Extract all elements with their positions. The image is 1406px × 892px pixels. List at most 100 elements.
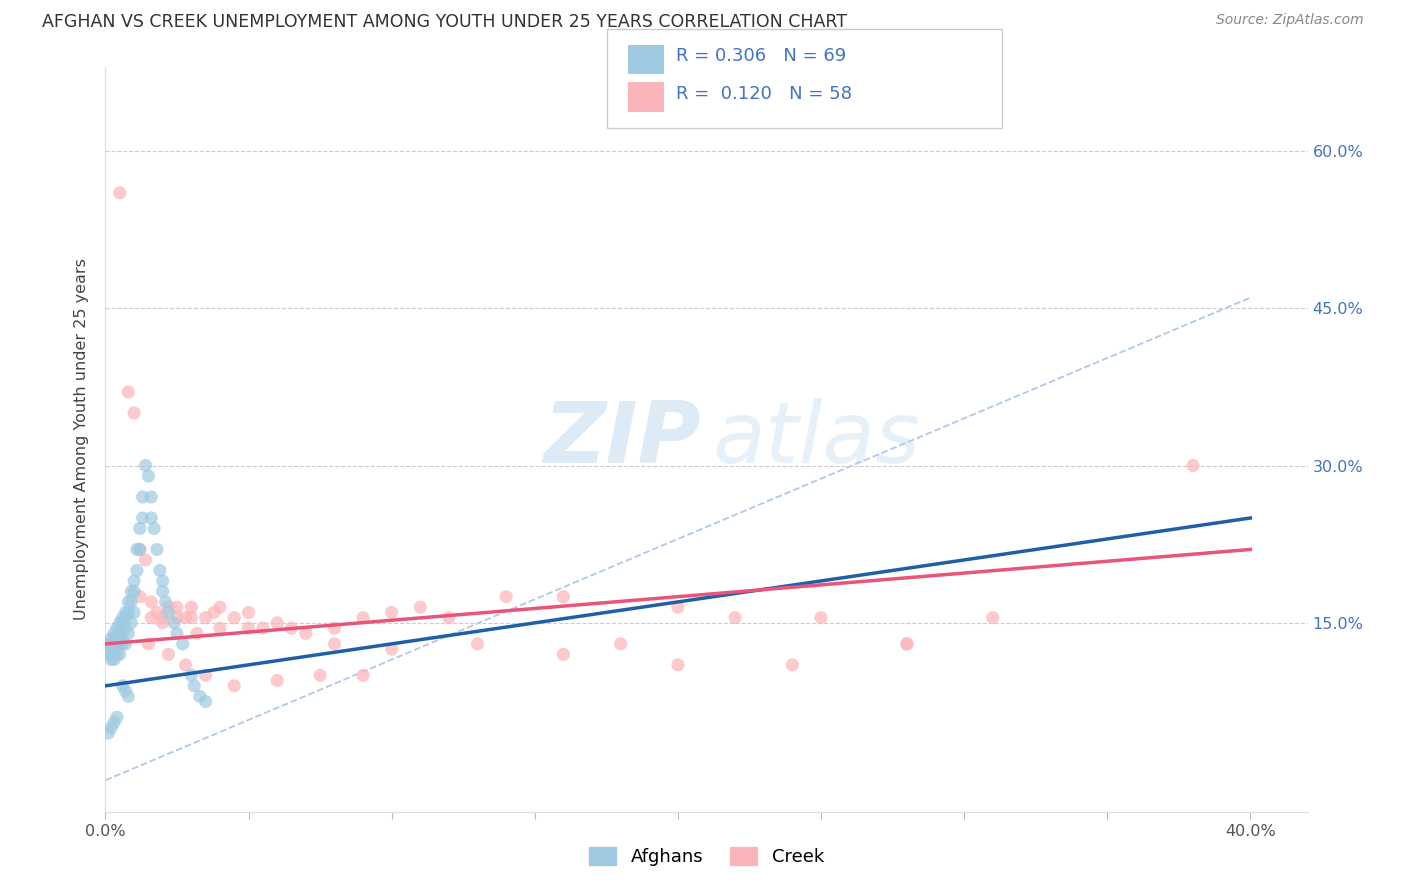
- Point: [135, 458, 157, 473]
- Point: [122, 606, 145, 620]
- Point: [495, 590, 517, 604]
- Point: [117, 626, 139, 640]
- Point: [352, 668, 374, 682]
- Point: [103, 626, 125, 640]
- Legend: Afghans, Creek: Afghans, Creek: [582, 839, 831, 873]
- Point: [194, 610, 217, 624]
- Point: [103, 632, 125, 646]
- Point: [114, 637, 136, 651]
- Point: [125, 564, 148, 578]
- Point: [103, 637, 125, 651]
- Point: [125, 542, 148, 557]
- Point: [143, 521, 166, 535]
- Point: [609, 637, 631, 651]
- Point: [122, 574, 145, 588]
- Point: [437, 610, 460, 624]
- Point: [157, 606, 180, 620]
- Point: [194, 695, 217, 709]
- Point: [120, 615, 142, 630]
- Point: [553, 648, 575, 662]
- Point: [323, 637, 346, 651]
- Point: [108, 648, 131, 662]
- Point: [114, 621, 136, 635]
- Point: [295, 626, 318, 640]
- Point: [224, 610, 246, 624]
- Point: [120, 595, 142, 609]
- Point: [111, 637, 134, 651]
- Point: [100, 632, 122, 646]
- Point: [135, 553, 157, 567]
- Point: [103, 652, 125, 666]
- Point: [105, 637, 128, 651]
- Point: [467, 637, 489, 651]
- Point: [157, 600, 180, 615]
- Text: R =  0.120   N = 58: R = 0.120 N = 58: [676, 85, 852, 103]
- Point: [238, 621, 260, 635]
- Point: [128, 542, 150, 557]
- Point: [323, 621, 346, 635]
- Point: [1182, 458, 1205, 473]
- Point: [128, 521, 150, 535]
- Point: [174, 657, 197, 672]
- Point: [252, 621, 274, 635]
- Point: [782, 657, 804, 672]
- Point: [172, 637, 194, 651]
- Point: [174, 610, 197, 624]
- Point: [309, 668, 332, 682]
- Point: [111, 615, 134, 630]
- Point: [141, 511, 163, 525]
- Point: [114, 606, 136, 620]
- Text: atlas: atlas: [713, 398, 921, 481]
- Point: [724, 610, 747, 624]
- Text: AFGHAN VS CREEK UNEMPLOYMENT AMONG YOUTH UNDER 25 YEARS CORRELATION CHART: AFGHAN VS CREEK UNEMPLOYMENT AMONG YOUTH…: [42, 13, 848, 31]
- Point: [224, 679, 246, 693]
- Point: [97, 637, 120, 651]
- Point: [131, 490, 153, 504]
- Point: [138, 469, 160, 483]
- Point: [100, 652, 122, 666]
- Point: [114, 684, 136, 698]
- Point: [100, 648, 122, 662]
- Point: [194, 668, 217, 682]
- Point: [166, 610, 188, 624]
- Point: [105, 648, 128, 662]
- Point: [97, 642, 120, 657]
- Point: [111, 679, 134, 693]
- Point: [146, 606, 169, 620]
- Point: [183, 679, 205, 693]
- Text: Source: ZipAtlas.com: Source: ZipAtlas.com: [1216, 13, 1364, 28]
- Point: [105, 632, 128, 646]
- Point: [108, 626, 131, 640]
- Point: [810, 610, 832, 624]
- Point: [152, 574, 174, 588]
- Point: [122, 406, 145, 420]
- Point: [266, 673, 288, 688]
- Point: [157, 648, 180, 662]
- Point: [152, 584, 174, 599]
- Point: [553, 590, 575, 604]
- Point: [180, 668, 202, 682]
- Point: [111, 610, 134, 624]
- Point: [896, 637, 918, 651]
- Point: [208, 621, 231, 635]
- Point: [166, 626, 188, 640]
- Point: [381, 642, 404, 657]
- Point: [128, 542, 150, 557]
- Point: [666, 600, 689, 615]
- Point: [163, 615, 186, 630]
- Point: [266, 615, 288, 630]
- Point: [117, 595, 139, 609]
- Point: [188, 690, 211, 704]
- Point: [117, 690, 139, 704]
- Point: [108, 637, 131, 651]
- Point: [128, 590, 150, 604]
- Point: [105, 621, 128, 635]
- Point: [141, 595, 163, 609]
- Text: R = 0.306   N = 69: R = 0.306 N = 69: [676, 47, 846, 65]
- Text: ZIP: ZIP: [543, 398, 700, 481]
- Point: [666, 657, 689, 672]
- Point: [146, 542, 169, 557]
- Point: [208, 600, 231, 615]
- Point: [103, 648, 125, 662]
- Point: [202, 606, 225, 620]
